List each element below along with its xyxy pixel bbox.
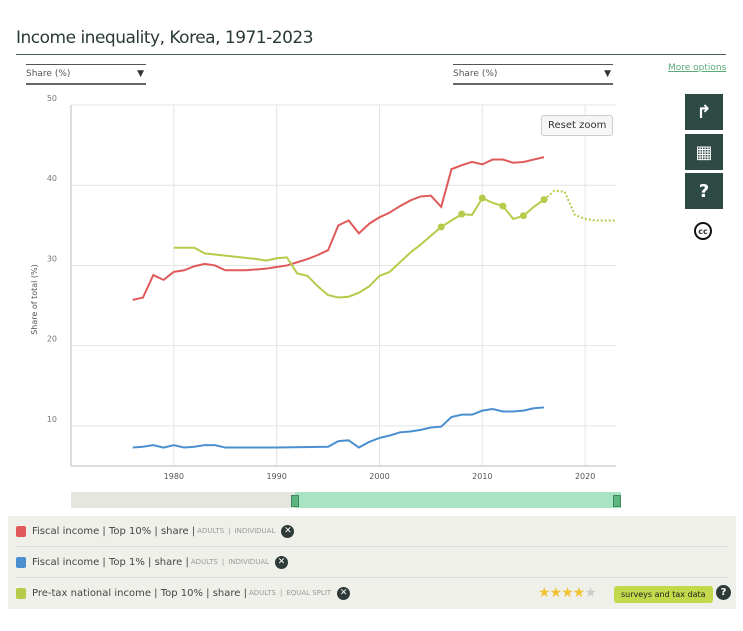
- chevron-down-icon: ▼: [604, 69, 611, 79]
- help-icon: ?: [698, 180, 710, 202]
- legend-label: Fiscal income | Top 10% | share |: [32, 525, 196, 537]
- series-line-2: [173, 196, 545, 299]
- share-icon: ↱: [696, 101, 712, 123]
- creative-commons-icon[interactable]: cc: [694, 222, 712, 240]
- x-tick-label: 2000: [369, 472, 389, 481]
- navigator-right-handle[interactable]: [613, 495, 621, 507]
- help-icon[interactable]: ?: [716, 585, 731, 600]
- y-axis-label: Share of total (%): [30, 264, 39, 335]
- star-filled-icon: ★★★★: [538, 585, 585, 601]
- legend-unit: INDIVIDUAL: [234, 527, 276, 535]
- title-divider: [16, 54, 726, 55]
- range-navigator[interactable]: [71, 492, 621, 508]
- page-title: Income inequality, Korea, 1971-2023: [16, 28, 314, 48]
- legend-separator: |: [279, 589, 283, 597]
- y-tick-label: 20: [47, 335, 57, 344]
- legend-population: ADULTS: [197, 527, 225, 535]
- x-tick-label: 1980: [164, 472, 184, 481]
- data-point-marker: [540, 196, 548, 204]
- left-axis-select[interactable]: Share (%) ▼: [26, 64, 146, 85]
- legend-separator: |: [228, 527, 231, 535]
- table-button[interactable]: ▦: [685, 134, 723, 170]
- series-dotted-line-2: [543, 189, 616, 222]
- legend-item[interactable]: Pre-tax national income | Top 10% | shar…: [16, 578, 728, 608]
- legend-population: ADULTS: [190, 558, 218, 566]
- legend-separator: |: [221, 558, 225, 566]
- share-button[interactable]: ↱: [685, 94, 723, 130]
- x-tick-label: 2020: [575, 472, 595, 481]
- remove-series-icon[interactable]: ✕: [337, 586, 351, 600]
- navigator-selected-range[interactable]: [295, 492, 621, 508]
- x-tick-label: 2010: [472, 472, 492, 481]
- series-line-0: [132, 156, 545, 301]
- data-point-marker: [458, 210, 466, 218]
- legend-item[interactable]: Fiscal income | Top 1% | share | ADULTS |…: [16, 547, 728, 578]
- legend-swatch: [16, 556, 26, 568]
- data-point-marker: [499, 202, 507, 210]
- table-icon: ▦: [695, 141, 713, 163]
- y-tick-label: 10: [47, 415, 57, 424]
- legend-population: ADULTS: [249, 589, 276, 597]
- navigator-left-handle[interactable]: [291, 495, 299, 507]
- legend-unit: INDIVIDUAL: [228, 558, 270, 566]
- remove-series-icon[interactable]: ✕: [275, 555, 289, 569]
- legend-unit: EQUAL SPLIT: [286, 589, 332, 597]
- x-tick-label: 1990: [266, 472, 286, 481]
- y-tick-label: 50: [47, 94, 57, 103]
- line-chart: 10 20 30 40 50 1980 1990 2000 2010 2020 Share of t…: [30, 94, 616, 481]
- reset-zoom-button[interactable]: Reset zoom: [541, 115, 614, 136]
- series-line-1: [132, 406, 545, 449]
- star-empty-icon: ★: [584, 585, 597, 601]
- source-badge[interactable]: surveys and tax data: [614, 586, 713, 603]
- data-point-marker: [437, 223, 445, 231]
- help-button[interactable]: ?: [685, 173, 723, 209]
- legend-item[interactable]: Fiscal income | Top 10% | share | ADULTS…: [16, 516, 728, 547]
- legend-label: Fiscal income | Top 1% | share |: [32, 556, 189, 568]
- y-tick-label: 30: [47, 254, 57, 263]
- legend-swatch: [16, 587, 26, 599]
- right-axis-select-value: Share (%): [453, 69, 498, 79]
- legend-label: Pre-tax national income | Top 10% | shar…: [32, 587, 247, 599]
- data-point-marker: [519, 212, 527, 220]
- left-axis-select-value: Share (%): [26, 69, 71, 79]
- remove-series-icon[interactable]: ✕: [281, 524, 295, 538]
- legend-swatch: [16, 525, 26, 537]
- more-options-link[interactable]: More options: [668, 63, 727, 73]
- y-tick-label: 40: [47, 174, 57, 183]
- data-point-marker: [478, 194, 486, 202]
- quality-rating: ★★★★★: [538, 585, 597, 601]
- chevron-down-icon: ▼: [137, 69, 144, 79]
- right-axis-select[interactable]: Share (%) ▼: [453, 64, 613, 85]
